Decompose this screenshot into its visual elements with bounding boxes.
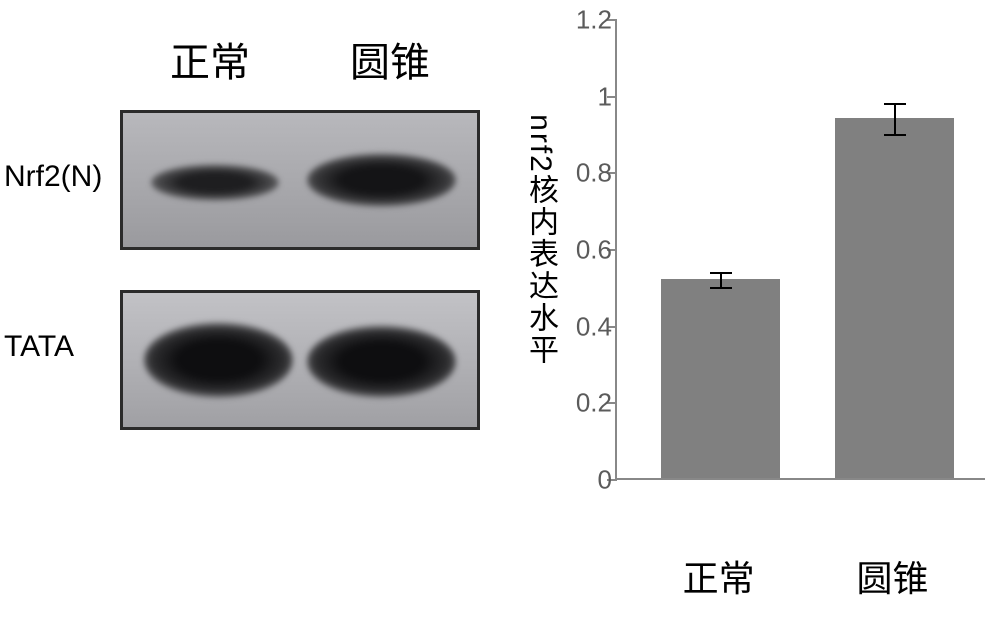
error-bar-stem xyxy=(894,104,896,135)
x-tick-label: 圆锥 xyxy=(856,550,928,602)
error-bar-cap xyxy=(884,103,906,105)
blot-band xyxy=(307,153,456,207)
blot-band xyxy=(307,325,456,397)
y-tick-label: 0.2 xyxy=(576,388,612,419)
error-bar-stem xyxy=(720,273,722,288)
y-tick-label: 0.8 xyxy=(576,158,612,189)
y-tick-label: 0 xyxy=(598,465,612,496)
blot-row-tata: TATA xyxy=(0,330,115,364)
figure-container: 正常 圆锥 Nrf2(N) TATA nrf2核内表达水平 正常圆锥 00.20… xyxy=(0,0,1000,638)
y-axis-title: nrf2核内表达水平 xyxy=(518,114,562,366)
bar xyxy=(661,279,779,478)
y-tick-label: 0.6 xyxy=(576,235,612,266)
bar-chart-panel: nrf2核内表达水平 正常圆锥 00.20.40.60.811.2 xyxy=(510,0,990,560)
chart-plot-area xyxy=(615,20,985,480)
bar xyxy=(835,118,953,478)
blot-band xyxy=(144,322,293,397)
blot-column-labels: 正常 圆锥 xyxy=(120,30,480,88)
blot-row-nrf2: Nrf2(N) xyxy=(0,160,115,194)
blot-box-tata xyxy=(120,290,480,430)
blot-col-label-cone: 圆锥 xyxy=(350,30,430,88)
error-bar-cap xyxy=(710,287,732,289)
blot-col-label-normal: 正常 xyxy=(170,30,250,88)
y-axis-title-latin: nrf2 xyxy=(524,114,557,174)
y-tick-label: 0.4 xyxy=(576,311,612,342)
blot-row-label-tata: TATA xyxy=(0,330,115,364)
blot-box-nrf2 xyxy=(120,110,480,250)
y-axis-title-cjk: 核内表达水平 xyxy=(524,174,557,366)
error-bar-cap xyxy=(884,134,906,136)
blot-row-label-nrf2: Nrf2(N) xyxy=(0,160,115,194)
y-tick-label: 1 xyxy=(598,81,612,112)
y-tick-label: 1.2 xyxy=(576,5,612,36)
blot-band xyxy=(151,164,278,202)
x-tick-label: 正常 xyxy=(683,550,755,602)
error-bar-cap xyxy=(710,272,732,274)
